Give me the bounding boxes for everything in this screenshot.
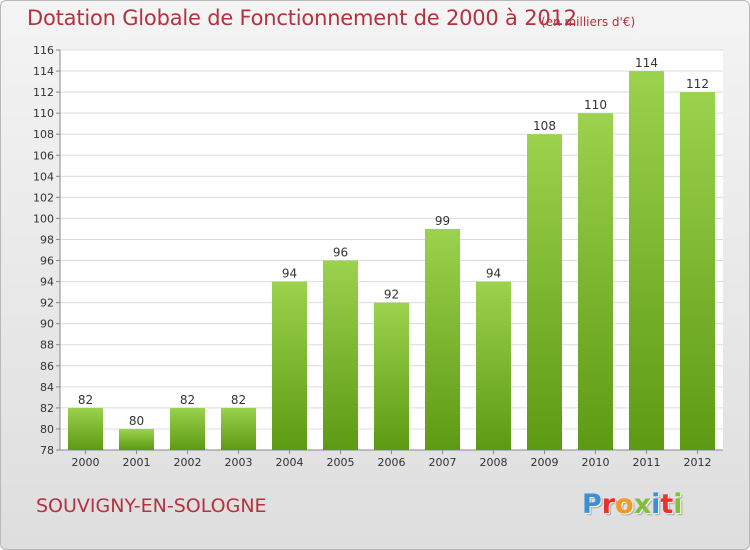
x-tick-label: 2002 bbox=[174, 456, 202, 469]
bar-2009 bbox=[527, 134, 562, 451]
bar-2005 bbox=[323, 260, 358, 450]
data-label: 94 bbox=[282, 267, 297, 281]
y-tick-label: 94 bbox=[40, 276, 54, 289]
x-tick-label: 2006 bbox=[378, 456, 406, 469]
chart-title: Dotation Globale de Fonctionnement de 20… bbox=[27, 6, 577, 30]
y-tick-label: 104 bbox=[33, 170, 54, 183]
bar-2002 bbox=[170, 407, 205, 450]
chart-subtitle: (en milliers d'€) bbox=[541, 15, 636, 29]
y-tick-label: 78 bbox=[40, 444, 54, 457]
y-tick-label: 92 bbox=[40, 297, 54, 310]
y-tick-label: 112 bbox=[33, 86, 54, 99]
y-tick-label: 90 bbox=[40, 318, 54, 331]
bar-2008 bbox=[476, 281, 511, 450]
bar-2004 bbox=[272, 281, 307, 450]
y-tick-label: 84 bbox=[40, 381, 54, 394]
y-tick-label: 100 bbox=[33, 212, 54, 225]
x-tick-label: 2004 bbox=[276, 456, 304, 469]
y-tick-label: 86 bbox=[40, 360, 54, 373]
y-tick-label: 116 bbox=[33, 44, 54, 57]
data-label: 80 bbox=[129, 414, 144, 428]
x-tick-label: 2011 bbox=[633, 456, 661, 469]
x-tick-label: 2001 bbox=[123, 456, 151, 469]
data-label: 112 bbox=[686, 77, 709, 91]
y-tick-label: 88 bbox=[40, 339, 54, 352]
bar-2010 bbox=[578, 113, 613, 450]
bar-2011 bbox=[629, 71, 664, 450]
data-label: 108 bbox=[533, 119, 556, 133]
y-tick-label: 98 bbox=[40, 233, 54, 246]
bar-2003 bbox=[221, 407, 256, 450]
y-tick-label: 110 bbox=[33, 107, 54, 120]
y-tick-label: 96 bbox=[40, 255, 54, 268]
bar-2006 bbox=[374, 302, 409, 450]
bar-2000 bbox=[68, 407, 103, 450]
x-tick-label: 2007 bbox=[429, 456, 457, 469]
x-tick-label: 2000 bbox=[72, 456, 100, 469]
y-tick-label: 102 bbox=[33, 191, 54, 204]
y-tick-label: 108 bbox=[33, 128, 54, 141]
data-label: 99 bbox=[435, 214, 450, 228]
data-label: 82 bbox=[231, 393, 246, 407]
data-label: 82 bbox=[78, 393, 93, 407]
x-tick-label: 2010 bbox=[582, 456, 610, 469]
bar-2001 bbox=[119, 428, 154, 450]
data-label: 114 bbox=[635, 56, 658, 70]
x-tick-label: 2012 bbox=[684, 456, 712, 469]
bar-2007 bbox=[425, 228, 460, 450]
data-label: 96 bbox=[333, 246, 348, 260]
x-tick-label: 2009 bbox=[531, 456, 559, 469]
x-tick-label: 2005 bbox=[327, 456, 355, 469]
data-label: 82 bbox=[180, 393, 195, 407]
data-label: 94 bbox=[486, 267, 501, 281]
commune-name: SOUVIGNY-EN-SOLOGNE bbox=[36, 495, 267, 517]
x-tick-label: 2008 bbox=[480, 456, 508, 469]
y-tick-label: 114 bbox=[33, 65, 54, 78]
proxiti-logo: Proxiti bbox=[582, 489, 683, 520]
y-tick-label: 82 bbox=[40, 402, 54, 415]
y-tick-label: 80 bbox=[40, 423, 54, 436]
bar-2012 bbox=[680, 92, 715, 451]
y-tick-label: 106 bbox=[33, 149, 54, 162]
x-tick-label: 2003 bbox=[225, 456, 253, 469]
data-label: 92 bbox=[384, 288, 399, 302]
data-label: 110 bbox=[584, 98, 607, 112]
